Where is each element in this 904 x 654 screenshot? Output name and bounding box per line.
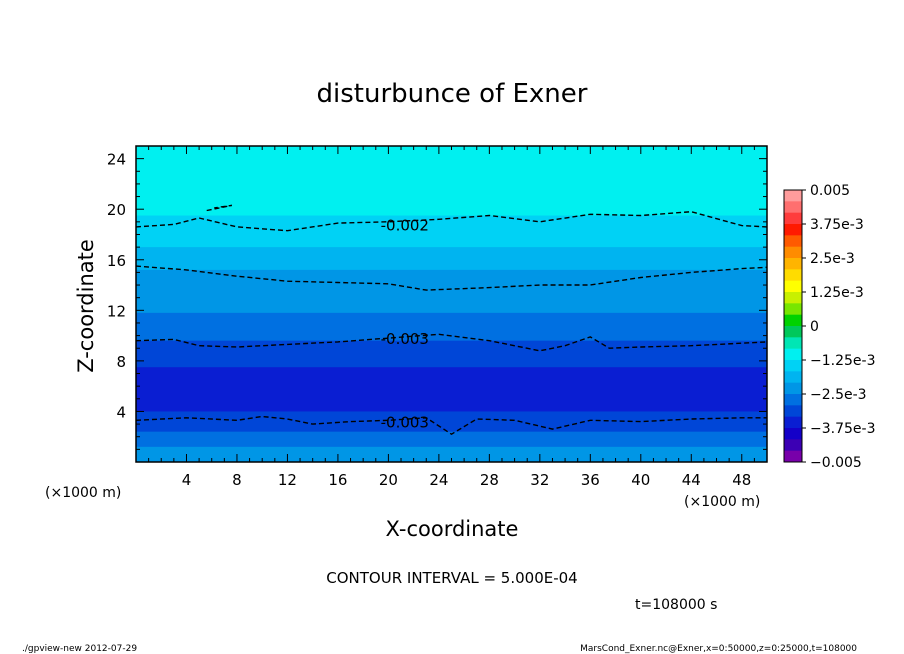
colorbar-label: 0 xyxy=(810,319,819,335)
colorbar-swatch xyxy=(784,337,802,350)
band-9 xyxy=(136,446,767,462)
colorbar-swatch xyxy=(784,382,802,395)
colorbar-label: 3.75e-3 xyxy=(810,217,864,233)
contour-label-0: -0.002 xyxy=(381,216,429,234)
footer-left: ./gpview-new 2012-07-29 xyxy=(22,644,137,654)
colorbar-swatch xyxy=(784,314,802,327)
colorbar-swatch xyxy=(784,190,802,202)
contour-label-2: -0.003 xyxy=(381,414,429,432)
contour-lines xyxy=(136,204,767,436)
x-tick-label: 8 xyxy=(232,471,242,489)
y-tick-label: 20 xyxy=(107,201,126,219)
colorbar-swatch xyxy=(784,450,802,463)
colorbar-swatch xyxy=(784,246,802,259)
colorbar-label: −0.005 xyxy=(810,455,862,471)
colorbar-swatch xyxy=(784,303,802,316)
colorbar-swatch xyxy=(784,269,802,282)
colorbar-swatch xyxy=(784,326,802,338)
colorbar-swatch xyxy=(784,360,802,372)
colorbar-swatch xyxy=(784,224,802,236)
colorbar-label: 1.25e-3 xyxy=(810,285,864,301)
colorbar-swatch xyxy=(784,280,802,293)
x-tick-label: 16 xyxy=(328,471,347,489)
x-unit-right: (×1000 m) xyxy=(684,494,760,510)
colorbar-label: −2.5e-3 xyxy=(810,387,867,403)
x-tick-label: 4 xyxy=(182,471,192,489)
plot-area: -0.002 -0.003 -0.003 xyxy=(135,145,768,463)
x-unit-left: (×1000 m) xyxy=(45,485,121,501)
filled-bands xyxy=(136,146,767,462)
colorbar-swatch xyxy=(784,212,802,225)
colorbar-swatch xyxy=(784,292,802,304)
y-axis: 4 8 12 16 20 24 xyxy=(107,145,767,463)
x-tick-label: 28 xyxy=(480,471,499,489)
x-tick-label: 24 xyxy=(429,471,448,489)
y-tick-label: 24 xyxy=(107,151,126,169)
colorbar-label: 0.005 xyxy=(810,183,850,199)
colorbar-swatch xyxy=(784,235,802,248)
y-tick-label: 8 xyxy=(116,353,126,371)
contour-line-0 xyxy=(136,210,767,232)
colorbar-label: −1.25e-3 xyxy=(810,353,875,369)
x-tick-label: 36 xyxy=(581,471,600,489)
y-tick-label: 16 xyxy=(107,252,126,270)
x-tick-label: 12 xyxy=(278,471,297,489)
colorbar-label: 2.5e-3 xyxy=(810,251,855,267)
x-tick-label: 44 xyxy=(682,471,701,489)
colorbar-swatch xyxy=(784,394,802,406)
contour-label-1: -0.003 xyxy=(381,330,429,348)
colorbar-swatch xyxy=(784,428,802,440)
contour-line-2 xyxy=(136,333,767,352)
x-tick-label: 32 xyxy=(530,471,549,489)
contour-line-4 xyxy=(206,204,233,212)
x-tick-label: 40 xyxy=(631,471,650,489)
colorbar-swatch xyxy=(784,416,802,429)
colorbar-swatch xyxy=(784,201,802,214)
colorbar-label: −3.75e-3 xyxy=(810,421,875,437)
colorbar-swatch xyxy=(784,405,802,418)
y-axis-label: Z-coordinate xyxy=(74,239,98,373)
chart-title: disturbunce of Exner xyxy=(317,79,588,109)
x-axis-label: X-coordinate xyxy=(386,517,519,541)
colorbar-swatch xyxy=(784,348,802,361)
contour-line-3 xyxy=(136,415,767,436)
x-tick-label: 20 xyxy=(379,471,398,489)
colorbar-swatch xyxy=(784,371,802,384)
colorbar: 0.005 3.75e-3 2.5e-3 1.25e-3 0 −1.25e-3 −2.5e-… xyxy=(783,183,875,471)
x-tick-label: 48 xyxy=(732,471,751,489)
y-tick-label: 12 xyxy=(107,302,126,320)
time-label: t=108000 s xyxy=(635,597,717,613)
colorbar-swatch xyxy=(784,439,802,452)
colorbar-swatch xyxy=(784,258,802,270)
x-axis: 4 8 12 16 20 24 28 32 36 40 44 48 xyxy=(135,146,768,489)
contour-line-1 xyxy=(136,265,767,291)
contour-interval: CONTOUR INTERVAL = 5.000E-04 xyxy=(326,569,577,587)
y-tick-label: 4 xyxy=(116,403,126,421)
footer-right: MarsCond_Exner.nc@Exner,x=0:50000,z=0:25… xyxy=(580,644,857,654)
